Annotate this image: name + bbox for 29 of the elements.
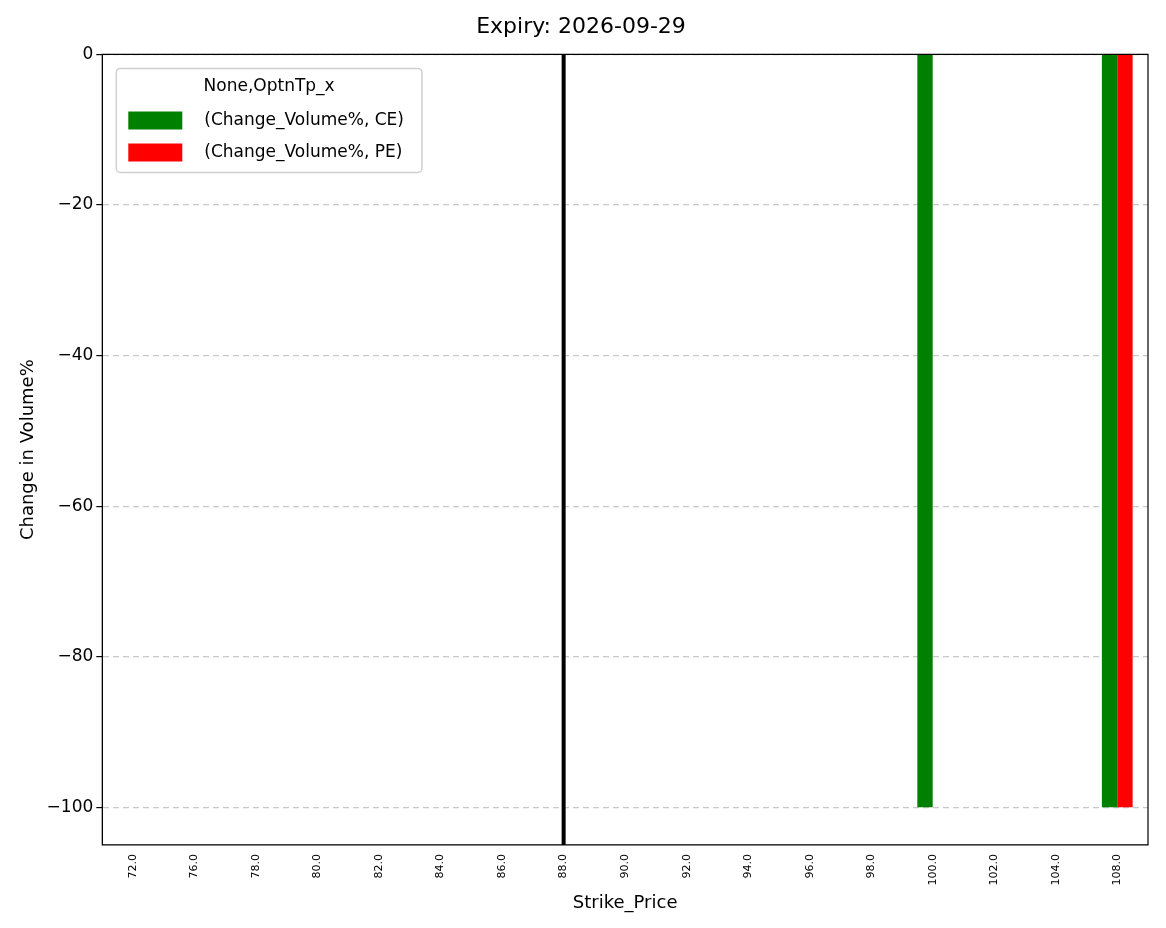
y-tick-label: −20 (57, 193, 94, 214)
legend-label: (Change_Volume%, PE) (204, 140, 403, 162)
x-tick-label: 94.0 (741, 853, 755, 879)
x-tick-label: 104.0 (1048, 853, 1062, 886)
x-tick-label: 102.0 (987, 853, 1001, 886)
x-tick-label: 78.0 (248, 853, 262, 879)
x-tick-label: 84.0 (433, 853, 447, 879)
legend-label: (Change_Volume%, CE) (204, 108, 404, 130)
x-tick-label: 72.0 (125, 853, 139, 879)
y-axis-title: Change in Volume% (16, 359, 38, 541)
y-tick-label: 0 (82, 42, 94, 63)
y-tick-label: −80 (57, 645, 94, 666)
y-tick-label: −100 (46, 795, 94, 816)
legend-title: None,OptnTp_x (203, 74, 335, 96)
x-tick-label: 86.0 (494, 853, 508, 879)
x-tick-label: 76.0 (187, 853, 201, 879)
x-tick-label: 96.0 (802, 853, 816, 879)
x-axis-title: Strike_Price (572, 890, 678, 913)
chart-title: Expiry: 2026-09-29 (476, 12, 686, 38)
y-tick-label: −40 (57, 343, 94, 364)
x-tick-label: 88.0 (556, 853, 570, 879)
x-tick-label: 92.0 (679, 853, 693, 879)
x-tick-label: 100.0 (925, 853, 939, 886)
x-tick-label: 90.0 (618, 853, 632, 879)
x-tick-label: 82.0 (371, 853, 385, 879)
x-tick-label: 108.0 (1110, 853, 1124, 886)
x-tick-label: 98.0 (864, 853, 878, 879)
y-tick-label: −60 (57, 494, 94, 515)
x-tick-label: 80.0 (310, 853, 324, 879)
